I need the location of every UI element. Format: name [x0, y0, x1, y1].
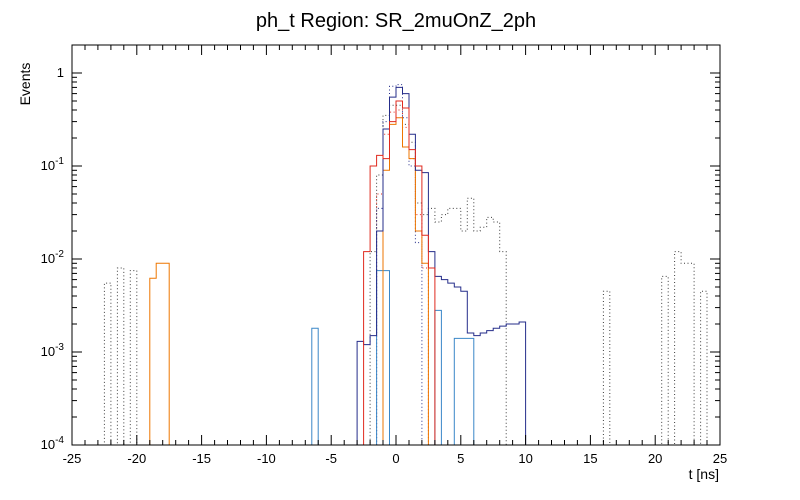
x-tick-label: 10	[518, 451, 532, 466]
x-tick-label: 0	[392, 451, 399, 466]
x-axis-title: t [ns]	[689, 466, 719, 482]
y-tick-label: 1	[57, 65, 64, 80]
y-axis-title: Events	[17, 63, 33, 106]
x-tick-label: -5	[325, 451, 337, 466]
x-tick-label: 15	[583, 451, 597, 466]
x-tick-label: 20	[648, 451, 662, 466]
series-orange-solid	[72, 117, 720, 446]
series-red-dotted	[72, 109, 720, 446]
y-tick-label: 10-4	[41, 435, 65, 452]
x-tick-label: 25	[713, 451, 727, 466]
x-tick-label: -20	[127, 451, 146, 466]
plot-title: ph_t Region: SR_2muOnZ_2ph	[256, 10, 536, 32]
x-tick-label: 5	[457, 451, 464, 466]
x-tick-label: -25	[63, 451, 82, 466]
axis-ticks: -25 -20 -15 -10 -5 0 5 10 15 20 25 1 10-1 10-2 10-3 10-…	[41, 45, 727, 466]
histogram-series	[72, 84, 720, 446]
y-tick-label: 10-3	[41, 342, 65, 359]
y-tick-label: 10-1	[41, 156, 65, 173]
x-tick-label: -15	[192, 451, 211, 466]
x-tick-label: -10	[257, 451, 276, 466]
y-tick-label: 10-2	[41, 249, 65, 266]
